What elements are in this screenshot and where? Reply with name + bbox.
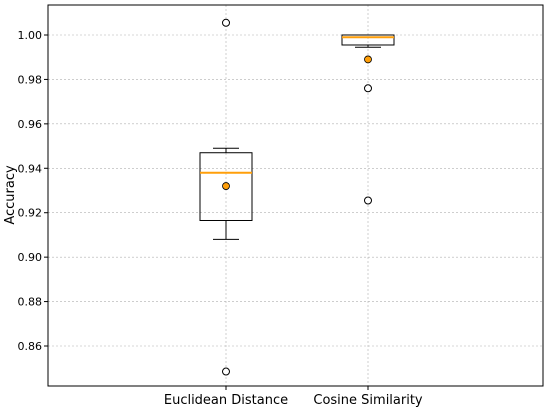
y-tick-label: 0.90 (18, 251, 43, 264)
y-tick-label: 0.86 (18, 340, 43, 353)
y-tick-label: 0.92 (18, 207, 43, 220)
mean-marker (364, 55, 372, 64)
grid-lines (48, 5, 543, 386)
y-tick-label: 0.96 (18, 118, 43, 131)
iqr-box (341, 34, 395, 46)
y-tick-label: 0.94 (18, 162, 43, 175)
box-plot-series (199, 18, 395, 376)
y-tick-label: 1.00 (18, 29, 43, 42)
plot-area-frame (47, 4, 544, 387)
box-group (199, 18, 253, 376)
x-category-label: Cosine Similarity (313, 393, 423, 408)
y-axis: 0.86 0.88 0.90 0.92 0.94 0.96 0.98 1.00 (18, 29, 48, 353)
outlier-point (222, 367, 230, 376)
outlier-point (364, 84, 372, 93)
x-category-label: Euclidean Distance (164, 393, 288, 408)
x-axis: Euclidean Distance Cosine Similarity (164, 386, 423, 408)
iqr-box (199, 152, 253, 221)
box-group (341, 34, 395, 205)
y-tick-label: 0.98 (18, 73, 43, 86)
outlier-point (222, 18, 230, 27)
y-axis-title: Accuracy (3, 165, 18, 225)
y-tick-label: 0.88 (18, 296, 43, 309)
mean-marker (222, 182, 230, 190)
outlier-point (364, 196, 372, 205)
